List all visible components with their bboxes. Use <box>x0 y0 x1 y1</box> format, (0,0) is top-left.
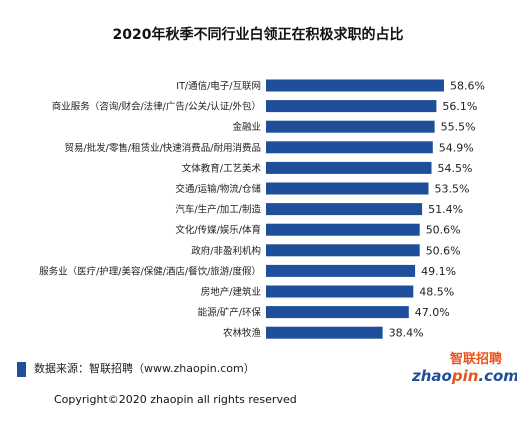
value-label: 51.4% <box>428 203 463 216</box>
value-label: 49.1% <box>421 265 456 278</box>
value-label: 56.1% <box>442 100 477 113</box>
category-label: 金融业 <box>232 121 261 133</box>
value-label: 48.5% <box>419 286 454 299</box>
category-label: 文体教育/工艺美术 <box>182 162 262 174</box>
category-label: 贸易/批发/零售/租赁业/快速消费品/耐用消费品 <box>64 142 261 154</box>
category-label: 能源/矿产/环保 <box>198 307 262 319</box>
category-label: 房地产/建筑业 <box>201 286 261 298</box>
value-label: 54.9% <box>439 141 474 154</box>
logo-english-text: zhaopin.com <box>411 367 517 385</box>
bar <box>266 306 409 319</box>
bar <box>266 79 444 92</box>
value-label: 50.6% <box>426 224 461 237</box>
bar <box>266 120 435 133</box>
bar <box>266 161 432 174</box>
copyright-text: Copyright©2020 zhaopin all rights reserv… <box>54 393 297 406</box>
category-label: 交通/运输/物流/仓储 <box>175 183 261 195</box>
bar <box>266 326 383 339</box>
value-label: 53.5% <box>435 183 470 196</box>
bar <box>266 203 423 216</box>
category-label: 汽车/生产/加工/制造 <box>175 204 261 216</box>
chart-title: 2020年秋季不同行业白领正在积极求职的占比 <box>113 26 404 43</box>
bar <box>266 264 416 277</box>
bars-layer <box>266 79 444 339</box>
source-text: 数据来源：智联招聘（www.zhaopin.com） <box>34 361 255 375</box>
value-label: 47.0% <box>415 306 450 319</box>
source-accent-bar <box>17 362 26 377</box>
bar <box>266 100 437 113</box>
category-label: IT/通信/电子/互联网 <box>176 80 261 92</box>
category-label: 农林牧渔 <box>223 327 262 339</box>
category-label: 政府/非盈利机构 <box>191 245 261 257</box>
category-label: 服务业（医疗/护理/美容/保健/酒店/餐饮/旅游/度假） <box>39 265 261 277</box>
value-label: 58.6% <box>450 80 485 93</box>
bar <box>266 285 414 298</box>
category-label: 商业服务（咨询/财会/法律/广告/公关/认证/外包） <box>52 101 261 113</box>
bar <box>266 223 420 236</box>
value-label: 38.4% <box>389 327 424 340</box>
zhaopin-logo: 智联招聘 zhaopin.com <box>411 351 517 385</box>
category-label: 文化/传媒/娱乐/体育 <box>175 224 261 236</box>
value-label: 50.6% <box>426 244 461 257</box>
value-label: 54.5% <box>438 162 473 175</box>
value-labels-layer: 58.6% 56.1% 55.5% 54.9% 54.5% 53.5% 51.4% 50.6%… <box>389 80 485 340</box>
bar <box>266 141 433 154</box>
value-label: 55.5% <box>441 121 476 134</box>
logo-chinese-text: 智联招聘 <box>450 351 502 367</box>
bar <box>266 182 429 195</box>
bar <box>266 244 420 257</box>
